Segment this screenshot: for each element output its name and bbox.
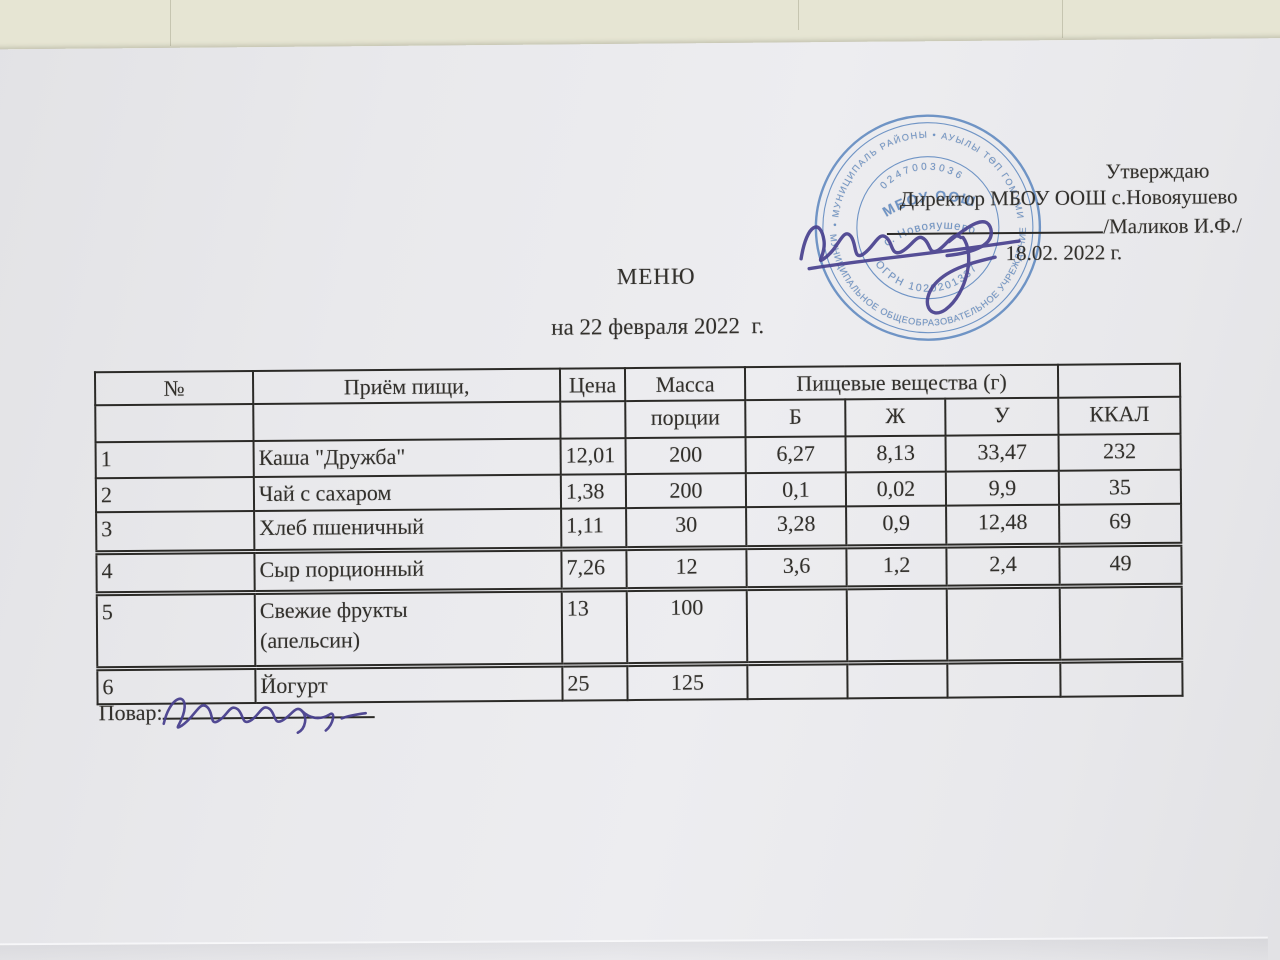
cell-protein: 6,27 [745,436,846,474]
header-protein: Б [745,399,846,438]
header-price: Цена [559,368,626,402]
cell-fat [847,661,948,698]
header-meal-empty [253,401,561,442]
cell-carbs [946,585,1061,662]
cell-carbs: 33,47 [945,434,1059,472]
cell-number: 3 [96,511,255,553]
cell-price: 13 [561,589,628,665]
header-kcal-spacer [1057,363,1181,398]
cell-protein: 3,6 [746,546,847,589]
menu-table: № Приём пищи, Цена Масса Пищевые веществ… [94,363,1184,705]
table-row: 5 Свежие фрукты (апельсин) 13 100 [96,584,1183,669]
header-no-empty [95,404,254,443]
cell-kcal [1059,584,1183,661]
cell-mass: 30 [626,507,747,549]
approval-line1: Утверждаю [1105,158,1210,184]
cell-mass: 100 [626,588,748,665]
menu-table-body: 1 Каша "Дружба" 12,01 200 6,27 8,13 33,4… [95,433,1183,704]
stamp-inner-circle [822,122,1034,334]
cell-protein: 3,28 [746,506,847,548]
menu-table-header: № Приём пищи, Цена Масса Пищевые веществ… [94,363,1181,443]
cell-mass: 200 [625,473,747,509]
cell-protein: 0,1 [745,472,847,508]
cell-carbs: 9,9 [945,470,1060,506]
header-mass: Масса [624,367,746,402]
cell-fat [846,586,948,663]
cell-carbs: 12,48 [946,504,1060,546]
cell-price: 1,11 [561,508,627,549]
cell-price: 7,26 [561,548,627,590]
cell-fat: 0,02 [845,471,947,507]
director-signature [799,220,1021,315]
cell-protein [747,662,848,699]
header-carbs: У [945,397,1059,436]
cell-kcal: 232 [1058,433,1181,471]
cell-price: 25 [562,664,628,701]
header-nutrients: Пищевые вещества (г) [744,364,1059,401]
cell-mass: 12 [626,547,747,590]
cell-kcal [1060,659,1183,697]
cell-meal: Чай с сахаром [253,474,562,512]
cell-carbs: 2,4 [946,544,1060,587]
cell-number: 2 [95,477,255,513]
official-stamp: • МУНИЦИПАЛЬ РАЙОНЫ • АУЫЛЫ ТӨП ГОМУМИ Б… [809,109,1042,341]
cook-signature [162,697,367,734]
cell-meal: Каша "Дружба" [253,438,561,478]
cell-fat: 0,9 [846,505,947,547]
background-scratch [1062,0,1063,38]
cell-number: 4 [96,551,255,594]
cell-fat: 8,13 [845,435,946,473]
header-price-empty [560,401,626,439]
cell-meal: Хлеб пшеничный [254,508,562,552]
cell-kcal: 35 [1058,469,1182,505]
director-name: /Маликов И.Ф./ [1103,213,1242,239]
header-no: № [94,371,254,406]
header-meal: Приём пищи, [252,368,561,405]
page-subtitle: на 22 февраля 2022 г. [551,313,765,340]
cell-mass: 125 [627,663,748,700]
cell-carbs [947,660,1061,698]
cell-price: 1,38 [560,474,627,509]
background-scratch [798,0,799,30]
header-kcal: ККАЛ [1058,396,1181,435]
header-portion: порции [625,400,746,439]
cell-meal: Свежие фрукты (апельсин) [254,589,563,668]
cell-kcal: 69 [1059,503,1182,545]
cell-price: 12,01 [560,438,626,475]
cell-kcal: 49 [1059,543,1182,586]
cell-meal: Сыр порционный [254,548,562,593]
background-scratch [170,0,171,46]
cell-number: 1 [95,441,254,479]
cell-protein [746,587,848,664]
header-fat: Ж [845,398,946,437]
cell-mass: 200 [625,437,746,475]
cell-number: 5 [96,592,256,669]
cell-fat: 1,2 [846,545,947,588]
page-title: МЕНЮ [616,263,696,290]
